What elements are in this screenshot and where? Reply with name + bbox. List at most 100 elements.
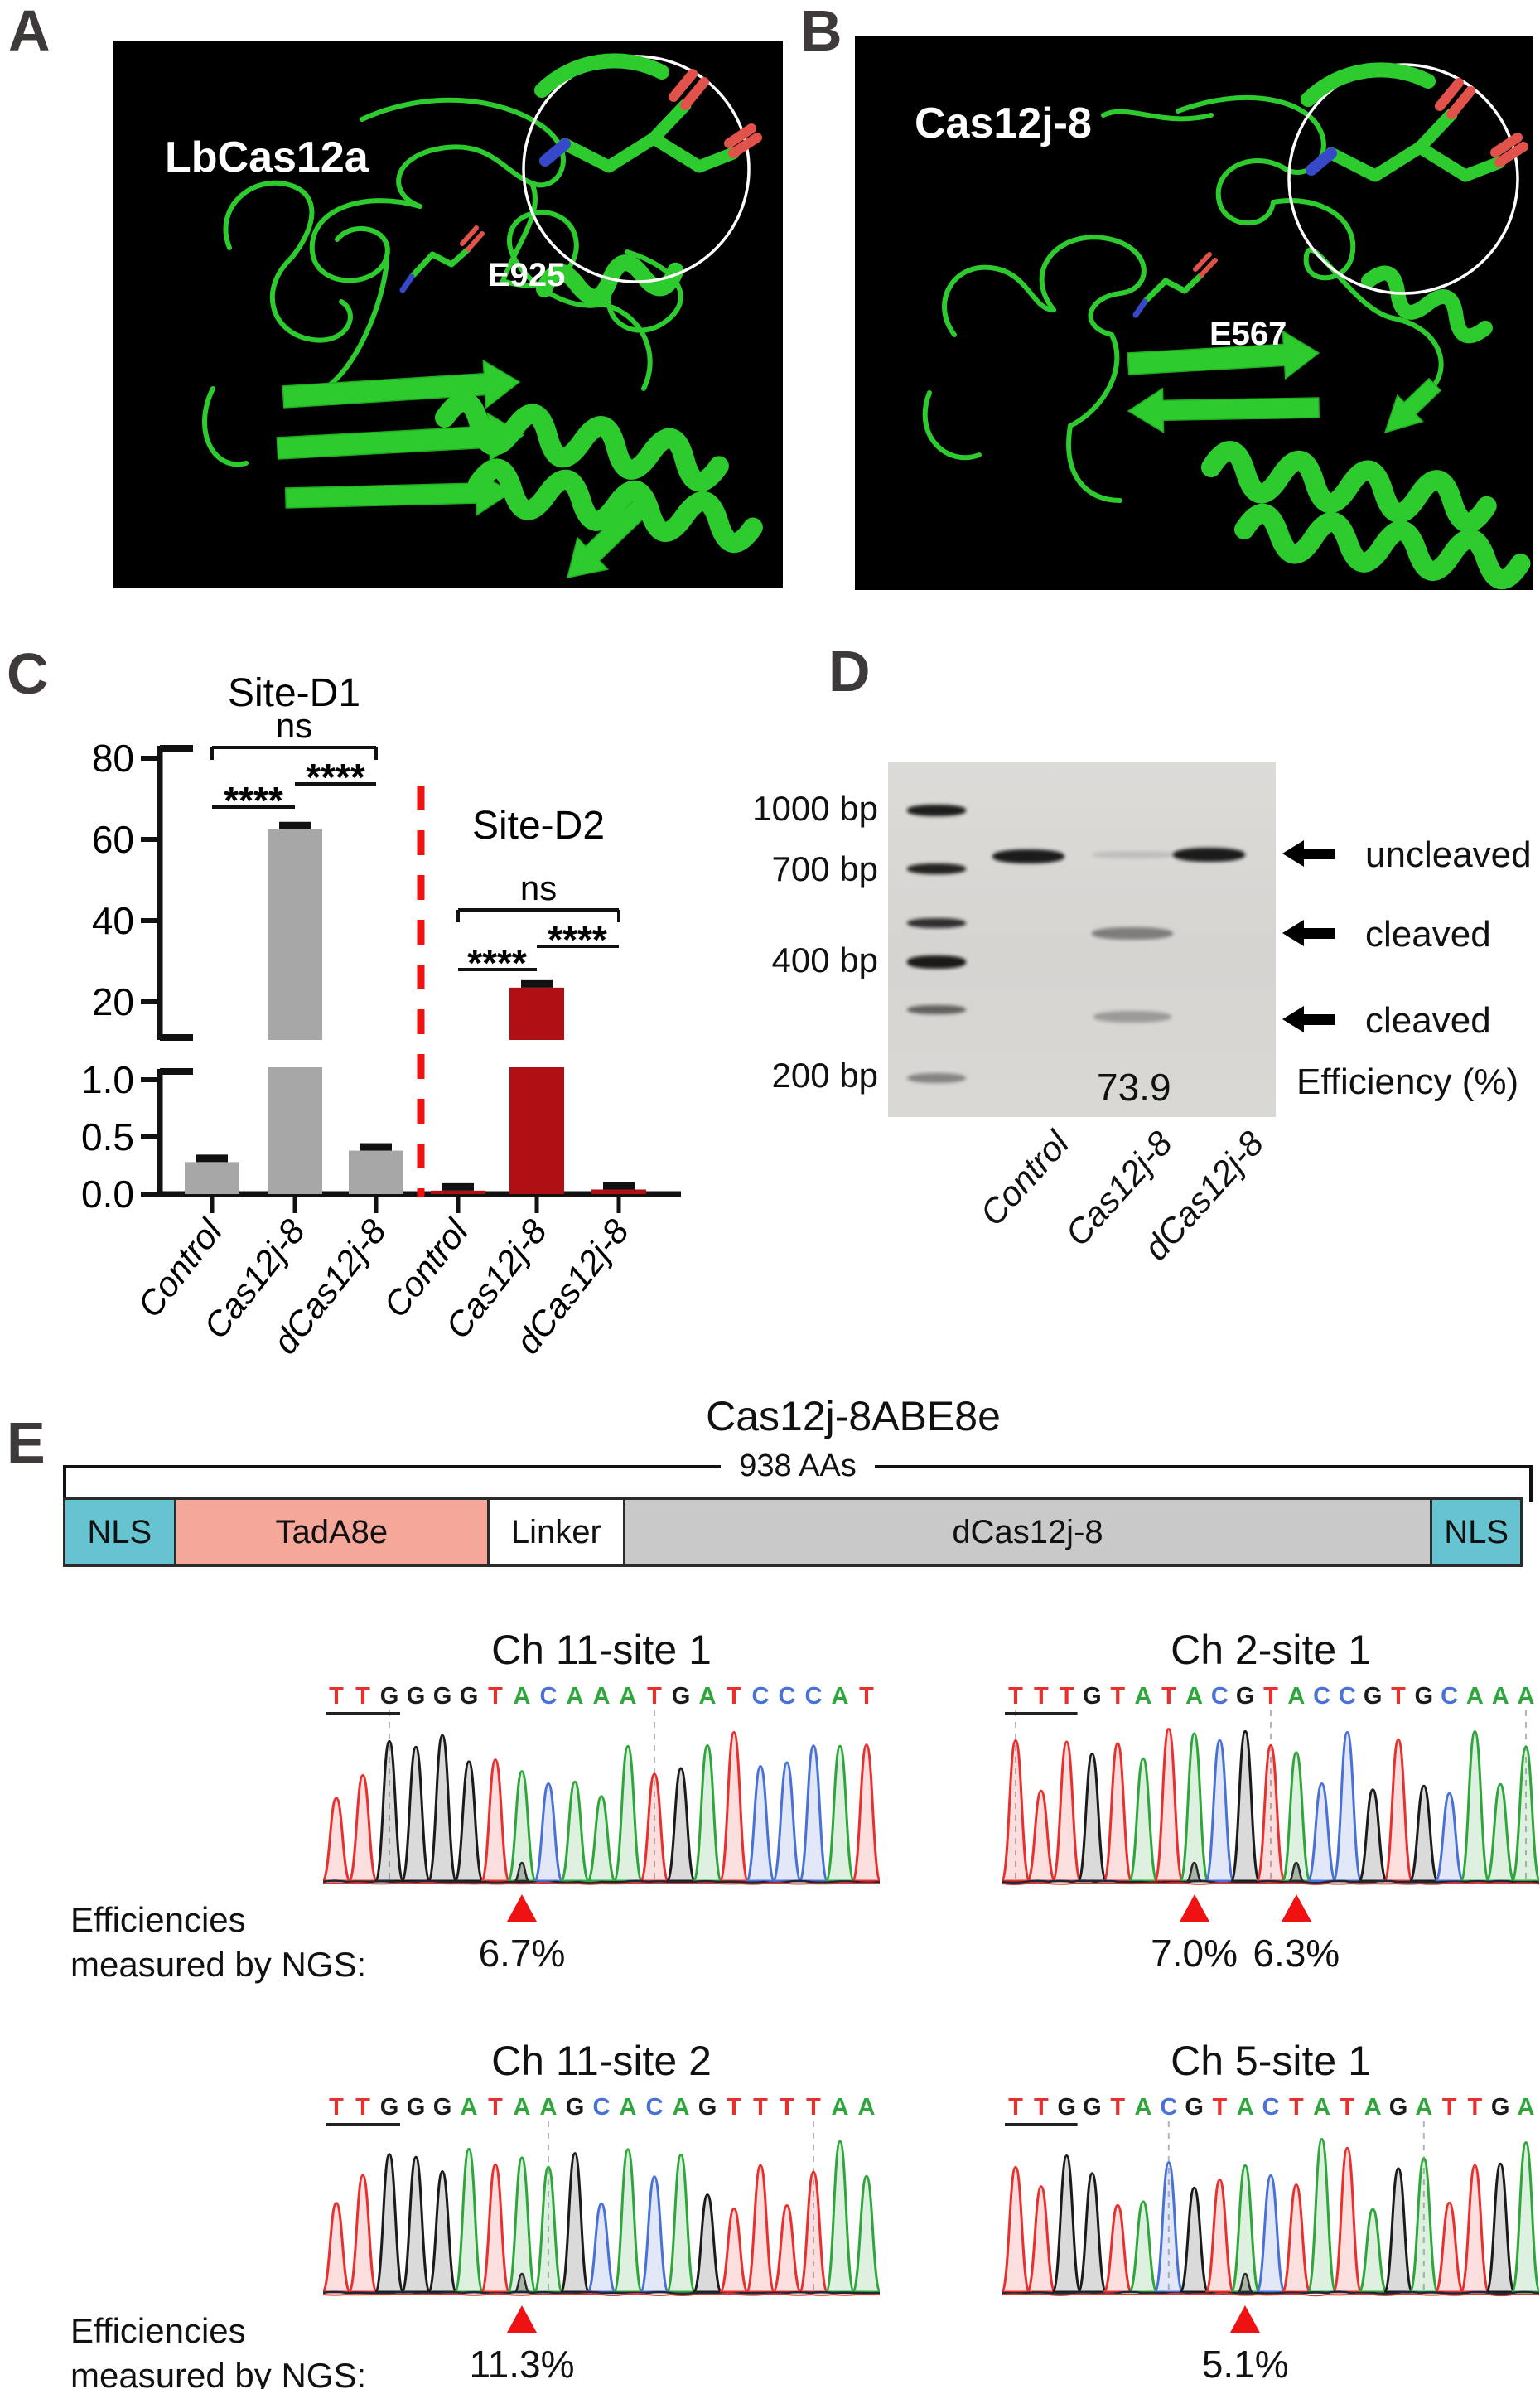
base-letter: T [1442, 2094, 1457, 2121]
bar [349, 1150, 403, 1194]
residue-label: E925 [488, 257, 565, 293]
bar [509, 1067, 564, 1194]
gel-band [907, 955, 966, 969]
base-letter: A [620, 2094, 637, 2121]
base-letter: A [1287, 1683, 1305, 1710]
base-letter: T [355, 1683, 370, 1710]
base-letter: C [540, 1683, 558, 1710]
trace-peak [692, 2193, 723, 2294]
trace-peak [1510, 1745, 1539, 1883]
base-letter: A [1185, 1683, 1203, 1710]
base-letter: T [1289, 2094, 1304, 2121]
error-bar [196, 1154, 228, 1163]
trace-peak [1434, 2201, 1465, 2294]
base-letter: C [1339, 1683, 1356, 1710]
gel-band [1091, 851, 1177, 859]
trace-peak [824, 2140, 856, 2294]
y-tick-40: 40 [92, 899, 134, 942]
y-tick-1.0: 1.0 [81, 1058, 134, 1101]
base-letter: A [1237, 2094, 1254, 2121]
trace-peak [612, 2148, 644, 2294]
base-letter: T [1060, 1683, 1074, 1710]
trace-peak [639, 1772, 670, 1883]
trace-peak [1383, 1738, 1414, 1883]
trace-peak [692, 1743, 723, 1883]
trace-peak [665, 2153, 697, 2294]
baseline-trace [323, 1879, 880, 1884]
base-letter: T [806, 2094, 821, 2121]
length-label-wrap: 938 AAs [63, 1448, 1533, 1484]
base-letter: A [832, 1683, 849, 1710]
trace-peak [400, 1745, 432, 1883]
gel-band [907, 863, 966, 874]
gel-band [1091, 927, 1173, 941]
chromatogram-ch5-site1: Ch 5-site 1 T T G G T A C G T A C T A T A G A T T G A 5.1% [1002, 2037, 1539, 2386]
bar [185, 1162, 239, 1194]
panel-d-letter: D [828, 639, 871, 704]
trace-peak [1306, 2137, 1338, 2294]
base-letter: A [567, 1683, 584, 1710]
base-letter: T [329, 1683, 344, 1710]
edit-efficiency-value: 5.1% [1201, 2343, 1289, 2386]
trace-peak [506, 1770, 538, 1883]
trace-peak [427, 2170, 458, 2294]
edit-site-triangle-icon [1281, 1894, 1311, 1922]
y-tick-60: 60 [92, 818, 134, 861]
base-letter: T [1008, 2094, 1023, 2121]
trace-peak [1331, 2146, 1363, 2294]
sig-label: ns [276, 706, 312, 745]
bar [591, 1189, 646, 1194]
base-letter: T [488, 1683, 503, 1710]
base-letter: C [1262, 2094, 1280, 2121]
residue-label: E567 [1209, 316, 1287, 352]
base-letter: G [566, 2094, 585, 2121]
bar [268, 1067, 322, 1194]
base-letter: A [514, 1683, 531, 1710]
bar [268, 829, 322, 1040]
trace-peak [559, 1780, 591, 1883]
group-title-site-d2: Site-D2 [472, 804, 605, 848]
cleaved-arrow-icon [1282, 1006, 1335, 1032]
trace-peak [453, 2147, 485, 2294]
ngs-caption-bottom: Efficiencies measured by NGS: [70, 2309, 366, 2389]
base-letter: C [1211, 1683, 1229, 1710]
trace-peak [1102, 1742, 1133, 1883]
trace-peak [1127, 1757, 1159, 1883]
domain-dcas12j-8: dCas12j-8 [622, 1497, 1433, 1567]
edit-site-triangle-icon [507, 2305, 537, 2333]
base-letter: T [1008, 1683, 1023, 1710]
base-letter: T [780, 2094, 794, 2121]
base-letter: C [752, 1683, 770, 1710]
base-letter: G [1185, 2094, 1204, 2121]
base-letter: G [1364, 1683, 1383, 1710]
baseline-trace [1002, 2292, 1539, 2297]
length-bracket: 938 AAs [63, 1448, 1533, 1502]
trace-peak [1408, 1784, 1440, 1883]
base-letter: T [859, 1683, 874, 1710]
trace-peak [400, 2155, 432, 2294]
trace-peak [1408, 2157, 1440, 2294]
base-letter: C [779, 1683, 796, 1710]
inset-circle [522, 55, 751, 283]
base-letter: G [1083, 2094, 1102, 2121]
trace-peak [771, 1761, 803, 1883]
trace-peak [1204, 1739, 1235, 1883]
base-letter: A [858, 2094, 876, 2121]
baseline-trace [323, 1881, 880, 1885]
baseline-trace [323, 2290, 880, 2295]
trace-peak [1026, 2185, 1057, 2294]
trace-peak [1076, 1752, 1108, 1883]
trace-peak [665, 1767, 697, 1883]
base-letter: T [753, 2094, 768, 2121]
base-letter: T [1034, 1683, 1049, 1710]
trace-peak [480, 1758, 511, 1883]
base-letter: T [1340, 2094, 1355, 2121]
gel-band [907, 918, 966, 929]
base-letter: A [1313, 2094, 1330, 2121]
base-letter: G [407, 1683, 426, 1710]
domain-tada8e: TadA8e [173, 1497, 490, 1567]
base-letter: T [1263, 1683, 1278, 1710]
